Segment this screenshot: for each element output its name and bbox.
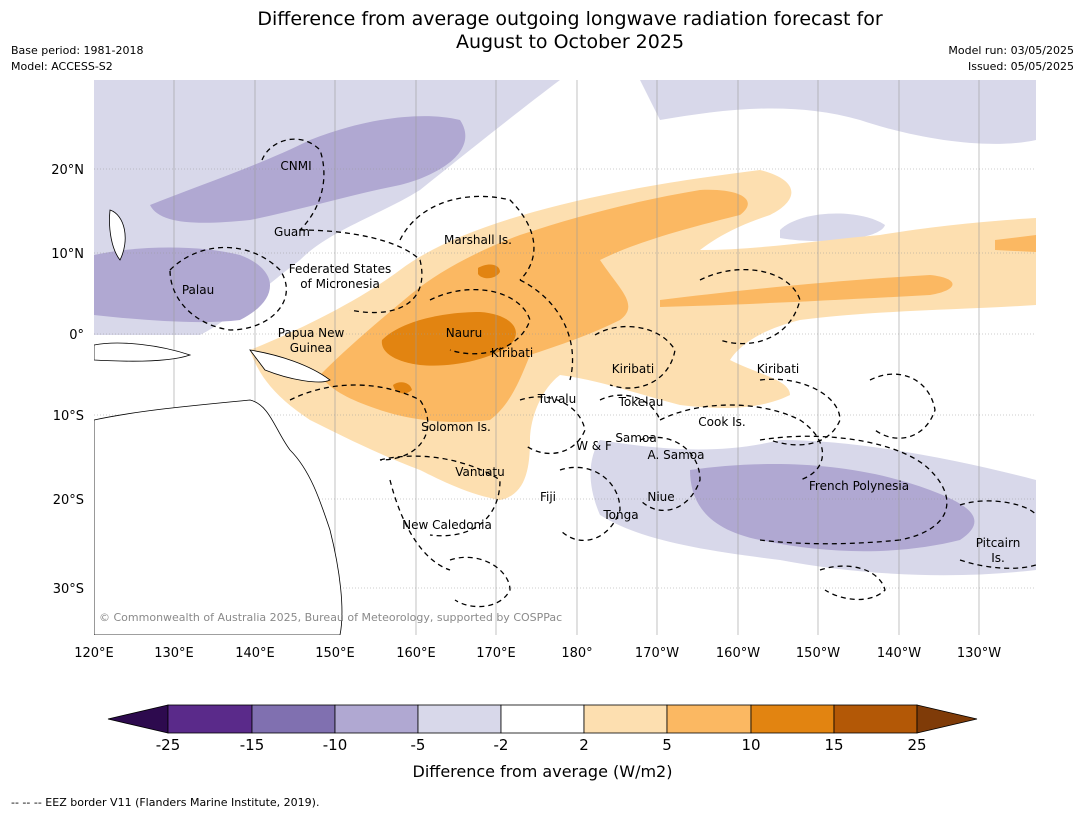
issued-date: Issued: 05/05/2025 (967, 60, 1074, 73)
place-label: Tonga (602, 508, 638, 522)
colorbar-tick-label: -25 (155, 736, 181, 754)
x-tick-label: 140°E (235, 646, 275, 661)
place-label: Guinea (290, 341, 333, 355)
place-label: Guam (274, 225, 310, 239)
place-label: Fiji (540, 490, 556, 504)
place-label: Marshall Is. (444, 233, 512, 247)
x-tick-label: 120°E (74, 646, 114, 661)
y-tick-label: 10°S (53, 409, 84, 424)
place-label: Vanuatu (455, 465, 505, 479)
colorbar-segment (417, 704, 502, 734)
place-label: French Polynesia (809, 479, 909, 493)
colorbar-tick-label: 5 (662, 736, 672, 754)
colorbar-tick-label: -10 (322, 736, 348, 754)
y-axis-labels: 20°N 10°N 0° 10°S 20°S 30°S (51, 163, 84, 597)
colorbar-tick-label: 10 (741, 736, 761, 754)
x-tick-label: 140°W (877, 646, 921, 661)
colorbar-title: Difference from average (W/m2) (412, 762, 673, 781)
x-tick-label: 180° (561, 646, 592, 661)
colorbar-segment (750, 704, 835, 734)
y-tick-label: 10°N (51, 247, 84, 262)
title-line-2: August to October 2025 (455, 31, 685, 53)
colorbar-tick-label: 15 (824, 736, 844, 754)
place-label: Palau (182, 283, 214, 297)
colorbar-min-extension (107, 704, 169, 734)
anomaly-mid-purple (94, 116, 975, 552)
map-title: Difference from average outgoing longwav… (0, 8, 1085, 54)
title-line-1: Difference from average outgoing longwav… (257, 8, 883, 30)
model-name: Model: ACCESS-S2 (11, 60, 113, 73)
y-tick-label: 30°S (53, 582, 84, 597)
place-label: A. Samoa (648, 448, 705, 462)
place-label: Niue (647, 490, 674, 504)
y-tick-label: 0° (69, 328, 84, 343)
place-label: New Caledonia (402, 518, 492, 532)
place-label: Tokelau (618, 395, 664, 409)
x-tick-label: 150°E (315, 646, 355, 661)
y-tick-label: 20°N (51, 163, 84, 178)
base-period: Base period: 1981-2018 (11, 44, 144, 57)
place-label: Is. (991, 551, 1005, 565)
x-tick-label: 150°W (796, 646, 840, 661)
colorbar-max-extension (916, 704, 978, 734)
place-label: Federated States (289, 262, 391, 276)
model-run: Model run: 03/05/2025 (948, 44, 1074, 57)
place-label: Pitcairn (976, 536, 1021, 550)
eez-borders (169, 138, 1037, 608)
colorbar-segment (583, 704, 668, 734)
colorbar-tick-label: -5 (410, 736, 426, 754)
place-label: Samoa (615, 431, 656, 445)
place-label: W & F (576, 439, 612, 453)
colorbar-tick-label: -15 (239, 736, 265, 754)
colorbar-tick-label: 2 (579, 736, 589, 754)
place-label: Solomon Is. (421, 420, 491, 434)
place-label: Nauru (446, 326, 482, 340)
x-tick-label: 160°W (716, 646, 760, 661)
place-label: Kiribati (757, 362, 799, 376)
anomaly-dark-orange (381, 264, 516, 394)
copyright-notice: © Commonwealth of Australia 2025, Bureau… (99, 611, 562, 624)
x-tick-label: 170°E (476, 646, 516, 661)
place-label: Cook Is. (698, 415, 745, 429)
y-tick-label: 20°S (53, 493, 84, 508)
colorbar (107, 704, 978, 734)
place-label: Tuvalu (537, 392, 577, 406)
place-label: Papua New (278, 326, 345, 340)
colorbar-segment (666, 704, 752, 734)
colorbar-segment (500, 704, 585, 734)
x-tick-label: 130°E (154, 646, 194, 661)
x-tick-label: 160°E (396, 646, 436, 661)
meta-left: Base period: 1981-2018 Model: ACCESS-S2 (11, 43, 143, 75)
place-label: Kiribati (491, 346, 533, 360)
x-tick-label: 170°W (635, 646, 679, 661)
colorbar-segment (167, 704, 253, 734)
place-label: CNMI (280, 159, 311, 173)
coastlines (94, 209, 343, 635)
colorbar-tick-label: -2 (493, 736, 509, 754)
colorbar-segment (833, 704, 918, 734)
colorbar-segment (334, 704, 419, 734)
meta-right: Model run: 03/05/2025 Issued: 05/05/2025 (948, 43, 1074, 75)
place-label: Kiribati (612, 362, 654, 376)
colorbar-segment (251, 704, 336, 734)
x-axis-labels: 120°E 130°E 140°E 150°E 160°E 170°E 180° 170°W 1… (74, 646, 1001, 661)
colorbar-tick-label: 25 (907, 736, 927, 754)
x-tick-label: 130°W (957, 646, 1001, 661)
eez-footnote: -- -- -- EEZ border V11 (Flanders Marine… (11, 796, 320, 809)
place-label: of Micronesia (300, 277, 380, 291)
